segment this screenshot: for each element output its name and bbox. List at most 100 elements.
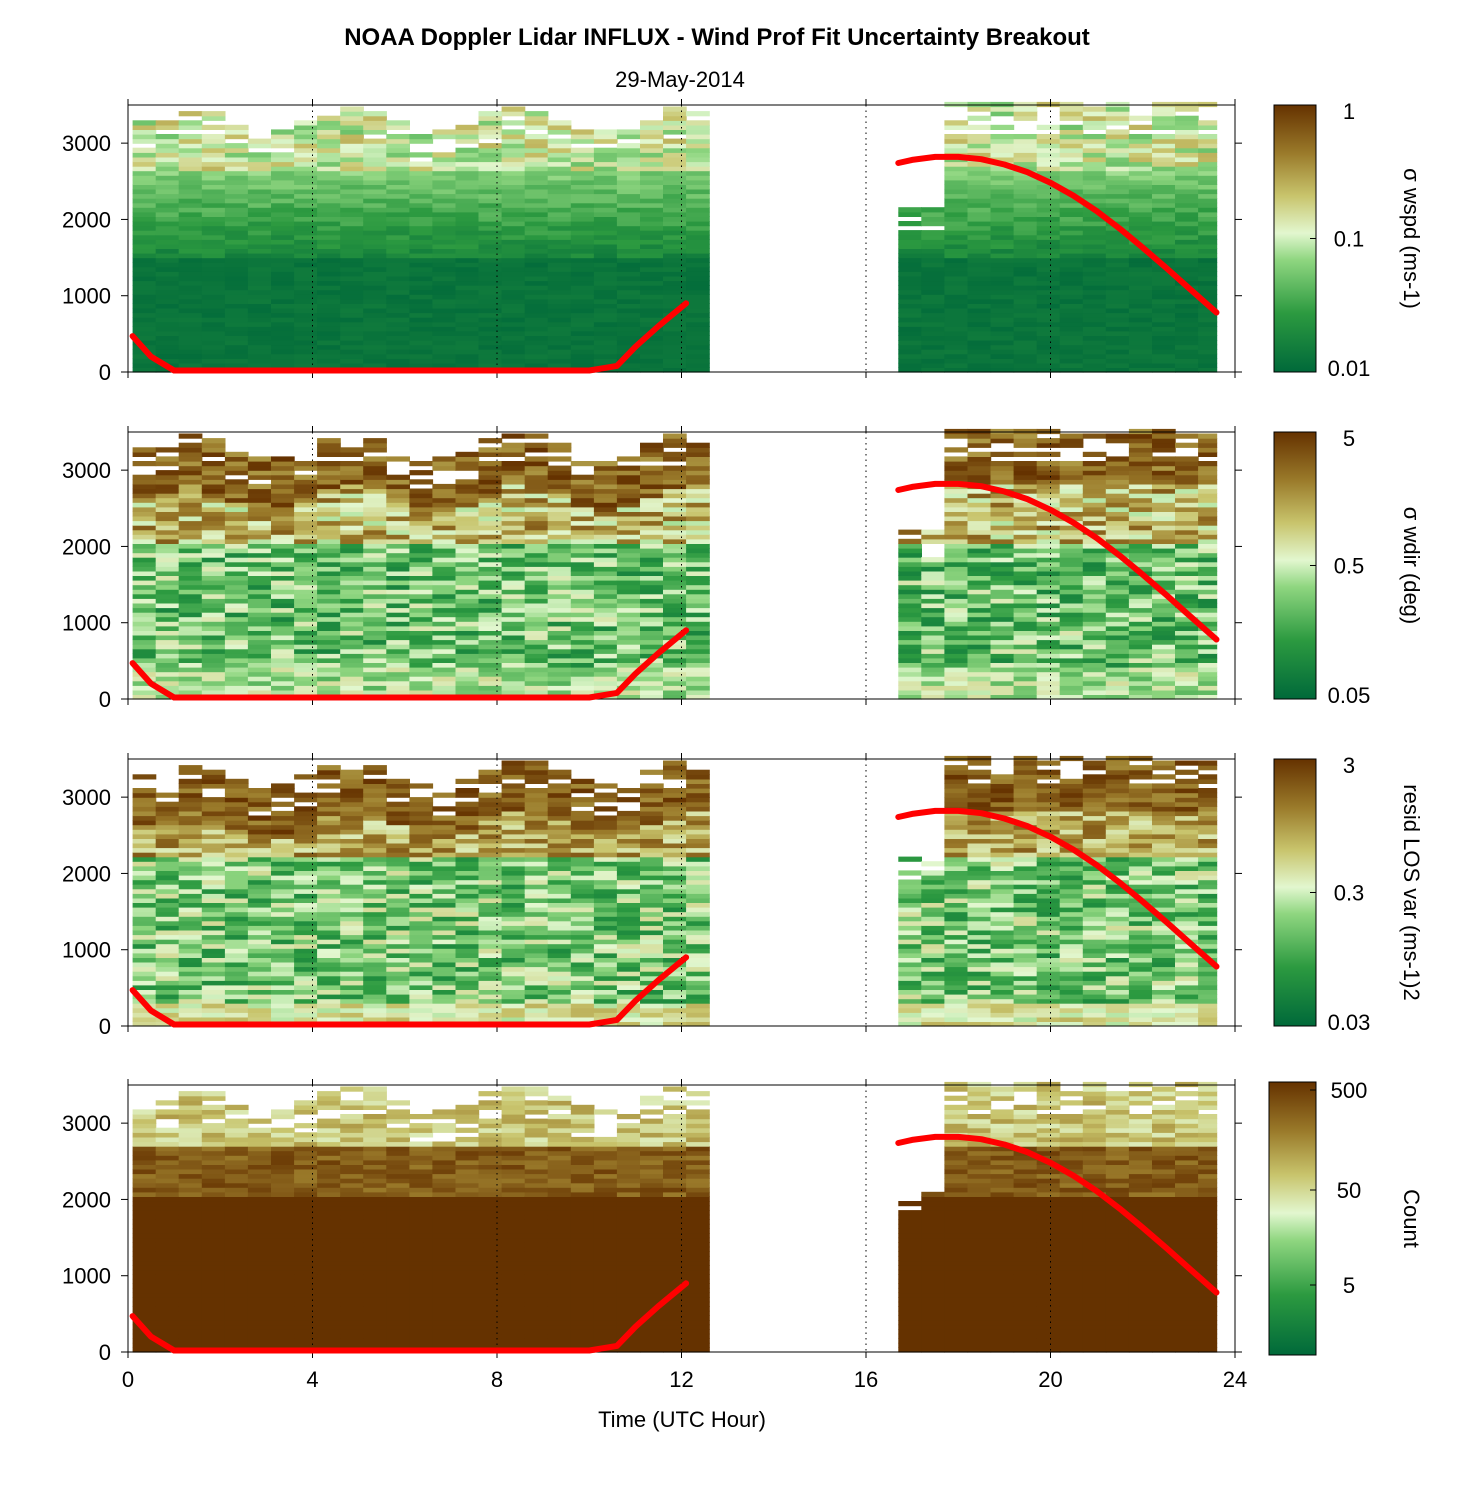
heatmap-cell	[524, 525, 549, 531]
heatmap-cell	[1013, 326, 1038, 332]
heatmap-cell	[363, 271, 387, 277]
heatmap-cell	[363, 344, 387, 350]
heatmap-cell	[990, 285, 1015, 291]
heatmap-cell	[1175, 520, 1199, 526]
heatmap-cell	[570, 534, 595, 540]
heatmap-cell	[201, 298, 226, 304]
heatmap-cell	[224, 580, 249, 586]
heatmap-cell	[363, 548, 387, 554]
heatmap-cell	[294, 911, 318, 917]
heatmap-cell	[478, 147, 503, 153]
heatmap-cell	[455, 340, 480, 346]
heatmap-cell	[1036, 303, 1061, 309]
heatmap-cell	[409, 340, 434, 346]
heatmap-cell	[1198, 474, 1218, 480]
heatmap-cell	[1013, 134, 1038, 140]
heatmap-cell	[1036, 662, 1061, 668]
heatmap-cell	[1105, 493, 1130, 499]
heatmap-cell	[271, 948, 295, 954]
heatmap-cell	[898, 689, 922, 695]
heatmap-cell	[294, 344, 318, 350]
heatmap-cells	[132, 101, 1218, 373]
heatmap-cell	[1152, 298, 1176, 304]
heatmap-cell	[1059, 511, 1084, 517]
heatmap-cell	[178, 111, 203, 117]
heatmap-cell	[524, 330, 549, 336]
heatmap-cell	[1105, 129, 1130, 135]
heatmap-cell	[663, 175, 687, 181]
heatmap-cell	[294, 202, 318, 208]
heatmap-cell	[1198, 575, 1218, 581]
heatmap-cell	[1036, 548, 1061, 554]
heatmap-cell	[247, 179, 272, 185]
heatmap-cell	[524, 170, 549, 176]
heatmap-cell	[686, 303, 710, 309]
heatmap-cell	[898, 612, 922, 618]
heatmap-cell	[1175, 465, 1199, 471]
heatmap-cell	[1128, 280, 1153, 286]
heatmap-cell	[593, 225, 618, 231]
heatmap-cell	[1198, 340, 1218, 346]
heatmap-cell	[640, 488, 664, 494]
heatmap-cell	[640, 598, 664, 604]
heatmap-cell	[944, 566, 969, 572]
heatmap-cell	[317, 166, 341, 172]
heatmap-cell	[501, 543, 526, 549]
heatmap-cell	[294, 497, 318, 503]
heatmap-cell	[944, 662, 969, 668]
heatmap-cell	[455, 493, 480, 499]
heatmap-cell	[547, 612, 572, 618]
heatmap-cell	[1082, 243, 1107, 249]
heatmap-cell	[155, 975, 180, 981]
heatmap-cell	[132, 966, 157, 972]
heatmap-cell	[1152, 497, 1176, 503]
heatmap-cell	[524, 353, 549, 359]
heatmap-cell	[1128, 326, 1153, 332]
heatmap-cell	[1082, 575, 1107, 581]
heatmap-cell	[686, 488, 710, 494]
heatmap-cell	[1175, 497, 1199, 503]
heatmap-cell	[317, 994, 341, 1000]
heatmap-cell	[1059, 129, 1084, 135]
heatmap-cell	[455, 538, 480, 544]
heatmap-cell	[271, 129, 295, 135]
heatmap-cell	[294, 243, 318, 249]
heatmap-cell	[224, 294, 249, 300]
heatmap-cell	[201, 280, 226, 286]
heatmap-cell	[686, 483, 710, 490]
heatmap-cell	[363, 856, 387, 862]
heatmap-cell	[363, 234, 387, 240]
heatmap-cell	[317, 303, 341, 309]
heatmap-cell	[1198, 138, 1218, 144]
heatmap-cell	[1036, 612, 1061, 618]
heatmap-cell	[178, 502, 203, 508]
heatmap-cell	[294, 557, 318, 563]
heatmap-cell	[616, 580, 641, 586]
heatmap-cell	[501, 344, 526, 350]
heatmap-cell	[524, 253, 549, 259]
heatmap-cell	[178, 561, 203, 567]
heatmap-cell	[432, 897, 457, 903]
heatmap-cell	[663, 493, 687, 499]
heatmap-cell	[132, 193, 157, 199]
heatmap-cell	[155, 916, 180, 922]
colorbar-tick-label: 1	[1343, 99, 1355, 124]
heatmap-cell	[340, 349, 364, 355]
heatmap-cell	[386, 529, 410, 535]
heatmap-cell	[1198, 447, 1218, 453]
heatmap-cell	[317, 451, 341, 457]
heatmap-cell	[686, 353, 710, 359]
heatmap-cell	[967, 326, 992, 332]
heatmap-cell	[455, 639, 480, 645]
heatmap-cell	[921, 561, 945, 567]
heatmap-cell	[593, 298, 618, 304]
heatmap-cell	[271, 575, 295, 581]
heatmap-cell	[178, 433, 203, 439]
heatmap-cell	[478, 474, 503, 480]
heatmap-cell	[271, 152, 295, 158]
heatmap-cell	[944, 271, 969, 277]
heatmap-cell	[224, 680, 249, 686]
heatmap-cell	[1082, 602, 1107, 609]
heatmap-cell	[224, 994, 249, 1000]
heatmap-cell	[1059, 653, 1084, 659]
